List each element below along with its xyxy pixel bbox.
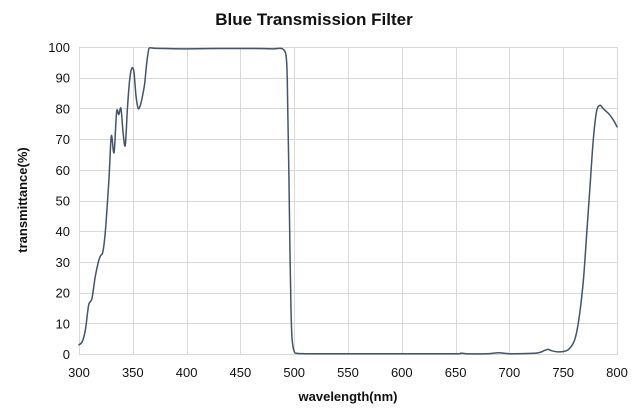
y-tick-label: 70 xyxy=(56,132,70,147)
y-tick-label: 100 xyxy=(48,40,70,55)
y-tick-label: 10 xyxy=(56,316,70,331)
chart-title: Blue Transmission Filter xyxy=(215,10,413,29)
y-tick-label: 60 xyxy=(56,163,70,178)
plot-area-border xyxy=(79,47,618,355)
x-tick-label: 400 xyxy=(176,365,198,380)
y-tick-label: 20 xyxy=(56,286,70,301)
y-tick-label: 0 xyxy=(63,347,70,362)
series-line-1 xyxy=(78,46,618,355)
x-tick-label: 700 xyxy=(499,365,521,380)
x-axis-title: wavelength(nm) xyxy=(298,389,398,404)
x-tick-label: 300 xyxy=(68,365,90,380)
x-tick-label: 650 xyxy=(445,365,467,380)
x-tick-label: 750 xyxy=(552,365,574,380)
x-tick-label: 500 xyxy=(283,365,305,380)
y-tick-label: 80 xyxy=(56,101,70,116)
y-tick-label: 30 xyxy=(56,255,70,270)
x-tick-label: 450 xyxy=(230,365,252,380)
x-tick-label: 800 xyxy=(606,365,628,380)
y-tick-label: 50 xyxy=(56,194,70,209)
x-axis-tick-labels: 300 350 400 450 500 550 600 650 700 750 800 xyxy=(68,365,628,380)
series-layer xyxy=(78,46,618,355)
y-tick-label: 40 xyxy=(56,224,70,239)
y-tick-label: 90 xyxy=(56,71,70,86)
grid xyxy=(79,47,618,355)
y-axis-tick-labels: 0 10 20 30 40 50 60 70 80 90 100 xyxy=(48,40,70,362)
y-axis-title: transmittance(%) xyxy=(15,147,30,252)
x-tick-label: 600 xyxy=(391,365,413,380)
x-tick-label: 550 xyxy=(337,365,359,380)
x-tick-label: 350 xyxy=(122,365,144,380)
